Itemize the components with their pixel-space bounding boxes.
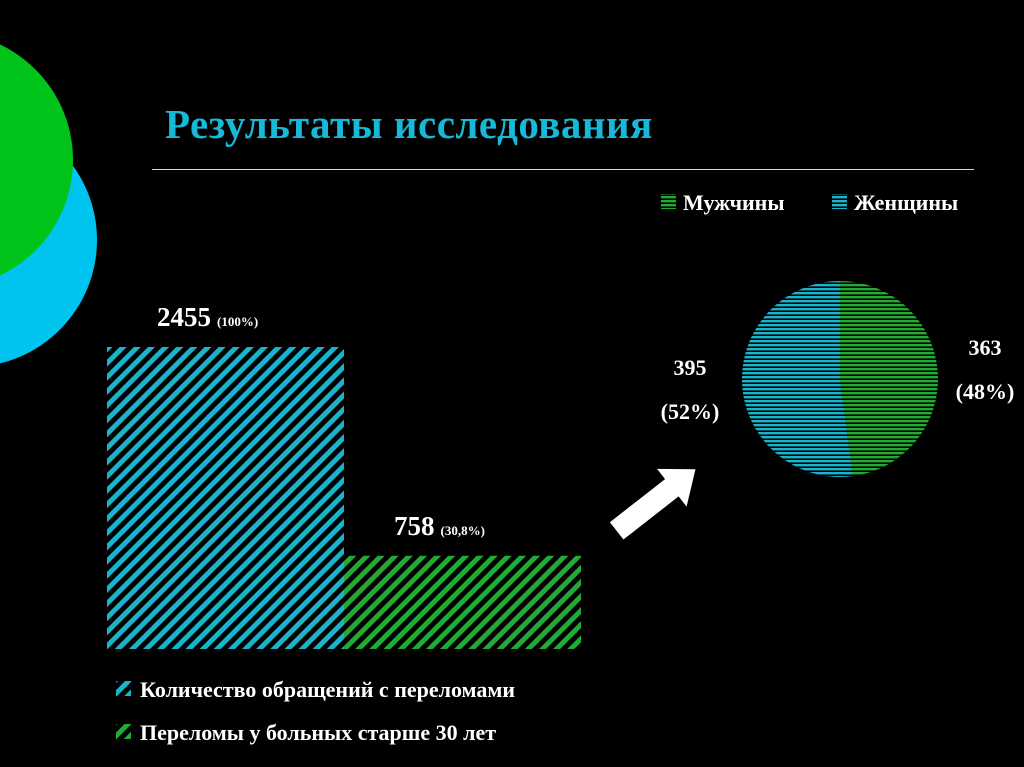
pie-slice-0: [840, 281, 939, 477]
legend-label-men: Мужчины: [683, 190, 785, 215]
pie-value-label-1: 395: [674, 355, 707, 380]
bar-legend: Количество обращений с переломами Перело…: [116, 677, 515, 745]
bar-chart: 2455 (100%) 758 (30,8%): [107, 302, 581, 649]
pie-percent-label-0: (48%): [956, 379, 1015, 404]
legend-label-women: Женщины: [854, 190, 958, 215]
legend-swatch-men: [661, 194, 676, 209]
legend-swatch-over30: [116, 724, 131, 739]
bar-value-label-1: 758 (30,8%): [394, 511, 485, 541]
pie-legend: Мужчины Женщины: [661, 190, 958, 215]
decor-circle-green: [0, 44, 73, 276]
pie-chart: 363 (48%) 395 (52%): [661, 281, 1015, 477]
title-divider: [152, 169, 974, 170]
bar-0: [107, 347, 344, 649]
pie-percent-label-1: (52%): [661, 399, 720, 424]
arrow-icon: [609, 468, 696, 540]
legend-swatch-women: [832, 194, 847, 209]
pie-value-label-0: 363: [969, 335, 1002, 360]
legend-label-over30: Переломы у больных старше 30 лет: [140, 720, 496, 745]
bar-value-label-0: 2455 (100%): [157, 302, 258, 332]
legend-swatch-total: [116, 681, 131, 696]
pie-slice-1: [742, 281, 853, 477]
legend-label-total: Количество обращений с переломами: [140, 677, 515, 702]
page-title: Результаты исследования: [165, 101, 653, 147]
bar-1: [344, 555, 581, 649]
